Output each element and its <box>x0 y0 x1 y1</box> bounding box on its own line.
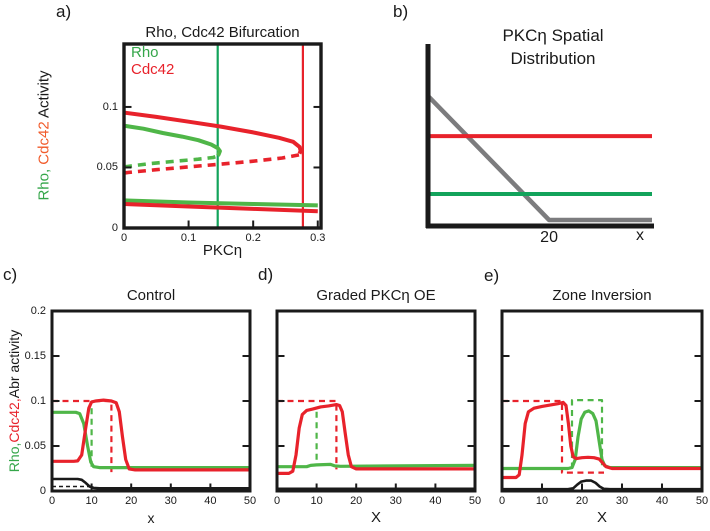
panel-a-legend-rho: Rho <box>131 44 159 61</box>
panel-a-ytick-label: 0.05 <box>96 161 118 174</box>
series-c-cdc42-zone-dashed <box>52 399 113 473</box>
panel-a-xlabel: PKCη <box>202 242 243 259</box>
panel-a-ylabel-rho: Rho, <box>35 164 53 201</box>
series-c-cdc42-activity <box>52 398 250 472</box>
panel-c-xtick-label: 50 <box>243 495 257 507</box>
series-d-cdc42-activity <box>277 403 475 475</box>
panel-a-xtick-label: 0.3 <box>310 232 326 244</box>
series-a-rho-stable-low-branch <box>123 198 318 208</box>
panel-d-label: d) <box>258 265 274 284</box>
series-b-pkc-spatial-gradient <box>426 94 652 223</box>
series-a-cdc42-stable-high-branch <box>123 110 303 155</box>
panel-a-ytick-label: 0.1 <box>102 100 118 113</box>
series-a-rho-stable-high-branch <box>123 123 222 157</box>
panel-c-frame <box>50 309 252 493</box>
panel-d-xtick-label: 20 <box>350 495 363 507</box>
panel-c-ytick-label: 0.15 <box>24 350 46 362</box>
series-e-abr-activity <box>502 479 702 491</box>
panel-d-xtick-label: 10 <box>310 495 323 507</box>
panel-c-xtick-label: 40 <box>204 495 217 507</box>
panel-e-xtick-label: 40 <box>655 495 669 507</box>
panel-d-xtick-label: 30 <box>389 495 402 507</box>
panel-e-xtick-label: 50 <box>695 495 709 507</box>
series-a-cdc42-unstable-branch <box>123 153 300 175</box>
panel-a-label: a) <box>56 2 72 21</box>
panel-b-title-line1: PKCη Spatial <box>502 26 604 45</box>
panel-d-xlabel: X <box>370 509 381 526</box>
panel-c-ytick-label: 0 <box>39 485 46 497</box>
panel-c-ylabel-abr: Abr activity <box>6 329 22 399</box>
series-d-rho-activity <box>277 462 476 469</box>
panel-a-ylabel-activity: Activity <box>35 70 53 118</box>
series-a-cdc42-stable-low-branch <box>123 202 318 214</box>
panel-e-xtick-label: 0 <box>498 495 506 507</box>
panel-e-xtick-label: 20 <box>575 495 589 507</box>
panel-e-xlabel: X <box>596 509 607 526</box>
panel-a-ylabel-cdc42: Cdc42 <box>35 117 53 165</box>
panel-b-xlabel: x <box>636 227 644 244</box>
panel-c-ytick-label: 0.2 <box>30 305 46 317</box>
series-c-abr-activity <box>52 477 250 490</box>
panel-c-xtick-label: 0 <box>48 495 56 507</box>
panel-a-xtick-label: 0.2 <box>245 232 261 244</box>
panel-a-frame <box>122 42 323 230</box>
panel-d-frame <box>275 309 477 493</box>
panel-a-ylabel: Rho, Cdc42 Activity <box>36 36 53 236</box>
panel-c-label: c) <box>3 265 18 284</box>
series-e-rho-zone-dashed <box>570 399 604 469</box>
series-a-rho-unstable-branch <box>123 154 219 169</box>
panel-e-xtick-label: 10 <box>535 495 549 507</box>
panel-c-xtick-label: 30 <box>164 495 177 507</box>
panel-c-xtick-label: 10 <box>85 495 98 507</box>
panel-d-xtick-label: 50 <box>468 495 482 507</box>
panel-a-legend-cdc42: Cdc42 <box>131 61 175 78</box>
panel-c-ytick-label: 0.1 <box>30 395 46 407</box>
panel-a-ytick-label: 0 <box>111 222 118 234</box>
panel-c-xtick-label: 20 <box>125 495 138 507</box>
series-e-cdc42-zone-dashed <box>502 399 604 474</box>
panel-d-xtick-label: 40 <box>429 495 442 507</box>
panel-a-title: Rho, Cdc42 Bifurcation <box>145 24 300 41</box>
panel-e-title: Zone Inversion <box>552 287 652 304</box>
panel-d-xtick-label: 0 <box>273 495 281 507</box>
panel-c-title: Control <box>126 287 176 304</box>
series-e-cdc42-activity <box>502 400 702 480</box>
panel-c-xlabel: x <box>147 510 155 526</box>
panel-c-ytick-label: 0.05 <box>24 440 46 452</box>
series-d-cdc42-zone-dashed <box>277 399 338 470</box>
panel-a-xtick-label: 0 <box>120 232 128 244</box>
panel-b-title-line2: Distribution <box>510 49 596 68</box>
panel-e-xtick-label: 30 <box>615 495 629 507</box>
panel-d-title: Graded PKCη OE <box>316 287 436 304</box>
series-c-rho-activity <box>52 410 250 470</box>
panel-b-xtick-label: 20 <box>540 229 558 246</box>
panel-a-xtick-label: 0.1 <box>180 232 197 244</box>
panel-b-label: b) <box>393 2 409 21</box>
panel-e-frame <box>500 309 704 493</box>
panel-e-label: e) <box>484 266 500 285</box>
